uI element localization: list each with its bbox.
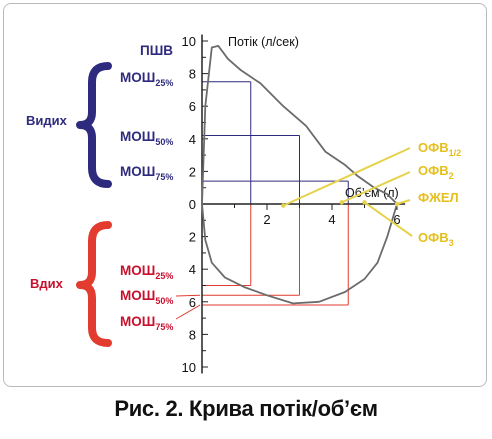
annotation-point-2: [339, 200, 344, 205]
y-tick-label-down: 4: [189, 262, 196, 277]
figure-caption: Рис. 2. Крива потік/об’єм: [114, 396, 378, 421]
annotation-leader-3: [396, 199, 411, 205]
expiration-marker-label-2: МОШ50%: [120, 129, 173, 147]
x-tick-label: 4: [328, 212, 335, 227]
annotation-point-4: [362, 200, 367, 205]
y-tick-label-down: 2: [189, 230, 196, 245]
y-tick-label-up: 2: [189, 164, 196, 179]
y-tick-label-down: 10: [182, 360, 196, 375]
inspiration-marker-label-2: МОШ50%: [120, 288, 173, 306]
annotation-point-1: [281, 203, 286, 208]
annotation-leader-4: [363, 201, 413, 237]
annotation-label-4: ОФВ3: [418, 230, 454, 248]
y-tick-label-up: 10: [182, 34, 196, 49]
expiration-group-label: Видих: [26, 113, 68, 128]
y-tick-label-up: 6: [189, 99, 196, 114]
inspiration-curve: [201, 203, 398, 305]
figure-frame: [3, 3, 487, 387]
annotation-leader-2: [341, 171, 411, 204]
annotation-label-2: ОФВ2: [418, 163, 454, 181]
y-tick-label-up: 8: [189, 67, 196, 82]
expiration-marker-label-1: МОШ25%: [120, 70, 173, 88]
inspiration-brace: [76, 221, 112, 347]
expiration-curve: [201, 45, 398, 205]
y-axis-title: Потік (л/сек): [228, 35, 299, 49]
expiration-brace: [76, 62, 112, 188]
peak-flow-label: ПШВ: [140, 43, 173, 58]
x-tick-label: 2: [263, 212, 270, 227]
inspiration-connector-2: [175, 294, 201, 297]
expiration-marker-label-3: МОШ75%: [120, 164, 173, 182]
annotation-label-1: ОФВ1/2: [418, 140, 461, 158]
inspiration-connector-3: [175, 304, 201, 320]
y-tick-label-up: 0: [189, 197, 196, 212]
y-tick-label-down: 8: [189, 327, 196, 342]
inspiration-group-label: Вдих: [30, 276, 64, 291]
annotation-point-3: [394, 201, 400, 207]
y-tick-label-up: 4: [189, 132, 196, 147]
annotation-label-3: ФЖЕЛ: [418, 190, 459, 205]
y-tick-label-down: 6: [189, 295, 196, 310]
annotation-leader-1: [282, 147, 411, 207]
inspiration-marker-label-3: МОШ75%: [120, 314, 173, 332]
x-tick-label: 6: [393, 212, 400, 227]
inspiration-marker-label-1: МОШ25%: [120, 263, 173, 281]
x-axis-title: Об’єм (л): [345, 186, 399, 200]
